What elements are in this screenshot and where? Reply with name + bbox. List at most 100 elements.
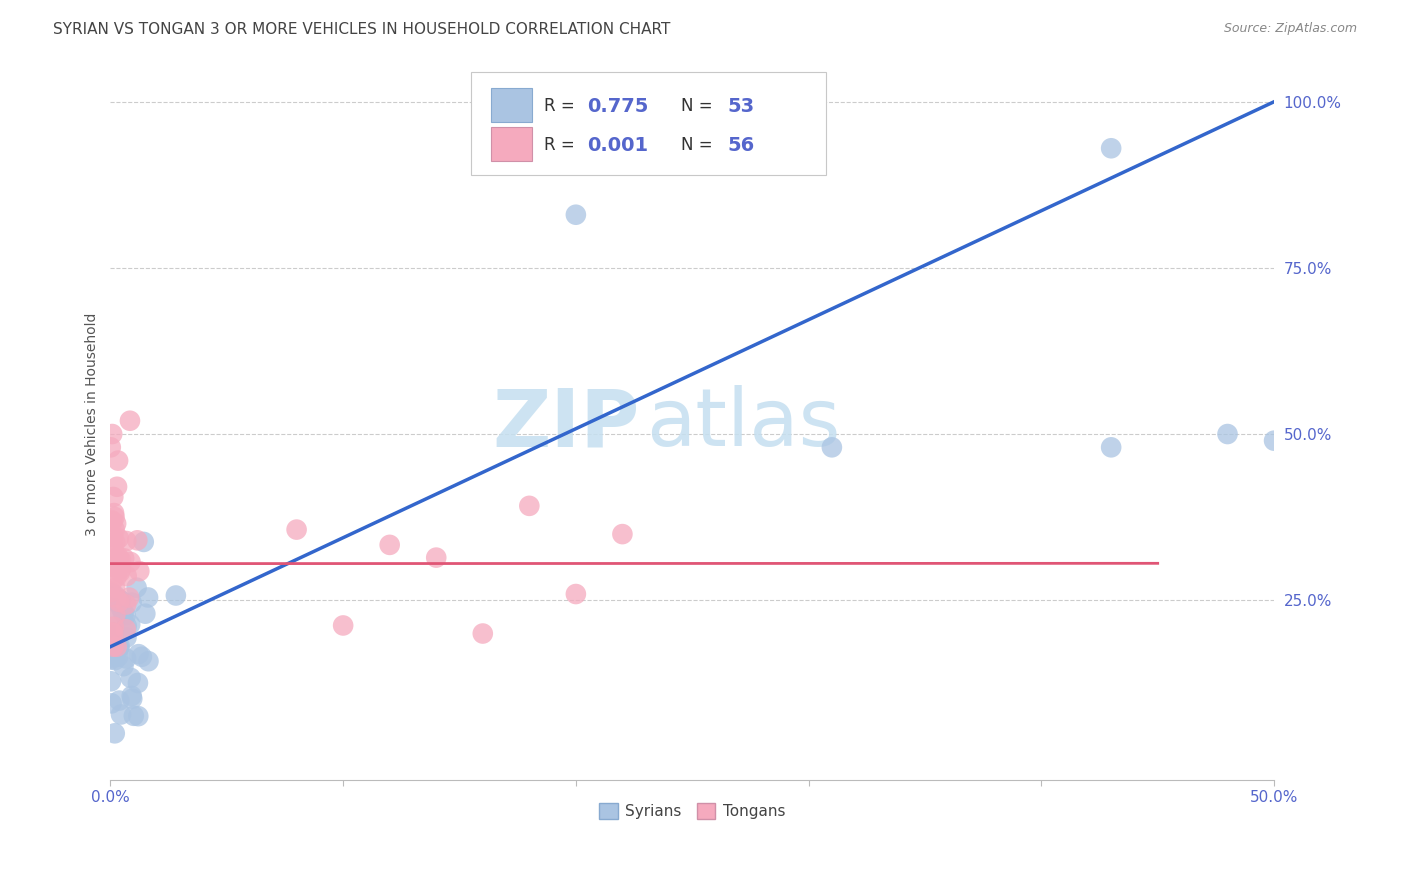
Point bbox=[104, 535, 127, 549]
Point bbox=[121, 596, 143, 610]
Point bbox=[100, 440, 122, 454]
Point bbox=[114, 608, 136, 623]
Point bbox=[471, 626, 494, 640]
Point bbox=[101, 646, 124, 660]
Point bbox=[103, 620, 125, 634]
Point bbox=[425, 550, 447, 565]
Point bbox=[110, 600, 132, 615]
Point bbox=[100, 587, 122, 601]
Point bbox=[107, 649, 129, 664]
Point bbox=[127, 709, 149, 723]
Point bbox=[101, 539, 124, 553]
Point bbox=[121, 691, 143, 706]
Text: R =: R = bbox=[544, 136, 581, 154]
Point bbox=[108, 553, 131, 567]
Point bbox=[107, 531, 129, 545]
Point bbox=[105, 591, 128, 605]
Text: 0.775: 0.775 bbox=[588, 96, 650, 116]
Point bbox=[112, 606, 135, 620]
Point bbox=[131, 649, 153, 664]
Point bbox=[112, 659, 135, 673]
Point bbox=[104, 653, 127, 667]
Point bbox=[1099, 141, 1122, 155]
Point bbox=[125, 581, 148, 595]
Point bbox=[101, 559, 124, 574]
Point bbox=[111, 605, 134, 619]
Point bbox=[121, 689, 143, 703]
Point bbox=[105, 593, 128, 607]
Point bbox=[103, 510, 125, 524]
Text: 56: 56 bbox=[727, 136, 755, 155]
Point bbox=[105, 640, 128, 654]
Legend: Syrians, Tongans: Syrians, Tongans bbox=[593, 797, 792, 825]
Point bbox=[118, 414, 141, 428]
Text: Source: ZipAtlas.com: Source: ZipAtlas.com bbox=[1223, 22, 1357, 36]
Point bbox=[107, 549, 129, 564]
Point bbox=[110, 553, 132, 567]
Point bbox=[165, 589, 187, 603]
Point bbox=[107, 453, 129, 467]
Point bbox=[1216, 427, 1239, 442]
Point bbox=[104, 726, 127, 740]
Point bbox=[104, 612, 127, 626]
Point bbox=[107, 596, 129, 610]
Point bbox=[517, 499, 540, 513]
Point bbox=[114, 622, 136, 636]
Point bbox=[118, 591, 141, 605]
Point bbox=[108, 640, 131, 654]
Point bbox=[120, 617, 142, 632]
Point bbox=[103, 640, 125, 654]
Point bbox=[108, 566, 131, 580]
Text: SYRIAN VS TONGAN 3 OR MORE VEHICLES IN HOUSEHOLD CORRELATION CHART: SYRIAN VS TONGAN 3 OR MORE VEHICLES IN H… bbox=[53, 22, 671, 37]
Point bbox=[104, 588, 127, 602]
Point bbox=[332, 618, 354, 632]
Point bbox=[100, 513, 122, 527]
Text: N =: N = bbox=[681, 136, 717, 154]
Point bbox=[612, 527, 634, 541]
Point bbox=[105, 480, 128, 494]
Text: N =: N = bbox=[681, 97, 717, 115]
Point bbox=[100, 652, 122, 666]
Point bbox=[105, 632, 128, 646]
Point bbox=[378, 538, 401, 552]
Point bbox=[101, 515, 124, 529]
Point bbox=[565, 208, 588, 222]
Point bbox=[101, 530, 124, 544]
Point bbox=[285, 523, 308, 537]
Point bbox=[101, 427, 124, 442]
Point bbox=[110, 707, 132, 722]
Point bbox=[120, 671, 142, 685]
Point bbox=[100, 650, 122, 665]
Point bbox=[100, 577, 122, 591]
Point bbox=[122, 708, 145, 723]
Point bbox=[101, 558, 124, 572]
Text: 53: 53 bbox=[727, 96, 754, 116]
Point bbox=[110, 593, 132, 607]
Point bbox=[1099, 440, 1122, 454]
Point bbox=[127, 533, 149, 548]
Point bbox=[101, 625, 124, 640]
Point bbox=[115, 598, 138, 612]
Point bbox=[108, 641, 131, 656]
Y-axis label: 3 or more Vehicles in Household: 3 or more Vehicles in Household bbox=[86, 312, 100, 536]
Point bbox=[108, 595, 131, 609]
Point bbox=[127, 676, 149, 690]
Point bbox=[101, 626, 124, 640]
FancyBboxPatch shape bbox=[471, 72, 827, 175]
Point bbox=[104, 523, 127, 537]
Point bbox=[100, 632, 122, 647]
Point bbox=[136, 591, 159, 605]
Point bbox=[103, 646, 125, 660]
Point bbox=[108, 693, 131, 707]
Point bbox=[128, 564, 150, 578]
Point bbox=[128, 647, 150, 661]
Point bbox=[132, 535, 155, 549]
Text: ZIP: ZIP bbox=[492, 385, 640, 463]
Point bbox=[138, 654, 160, 668]
Text: R =: R = bbox=[544, 97, 581, 115]
FancyBboxPatch shape bbox=[491, 127, 531, 161]
Point bbox=[103, 490, 125, 504]
Point bbox=[110, 593, 132, 607]
Point bbox=[108, 559, 131, 574]
Point bbox=[115, 651, 138, 665]
